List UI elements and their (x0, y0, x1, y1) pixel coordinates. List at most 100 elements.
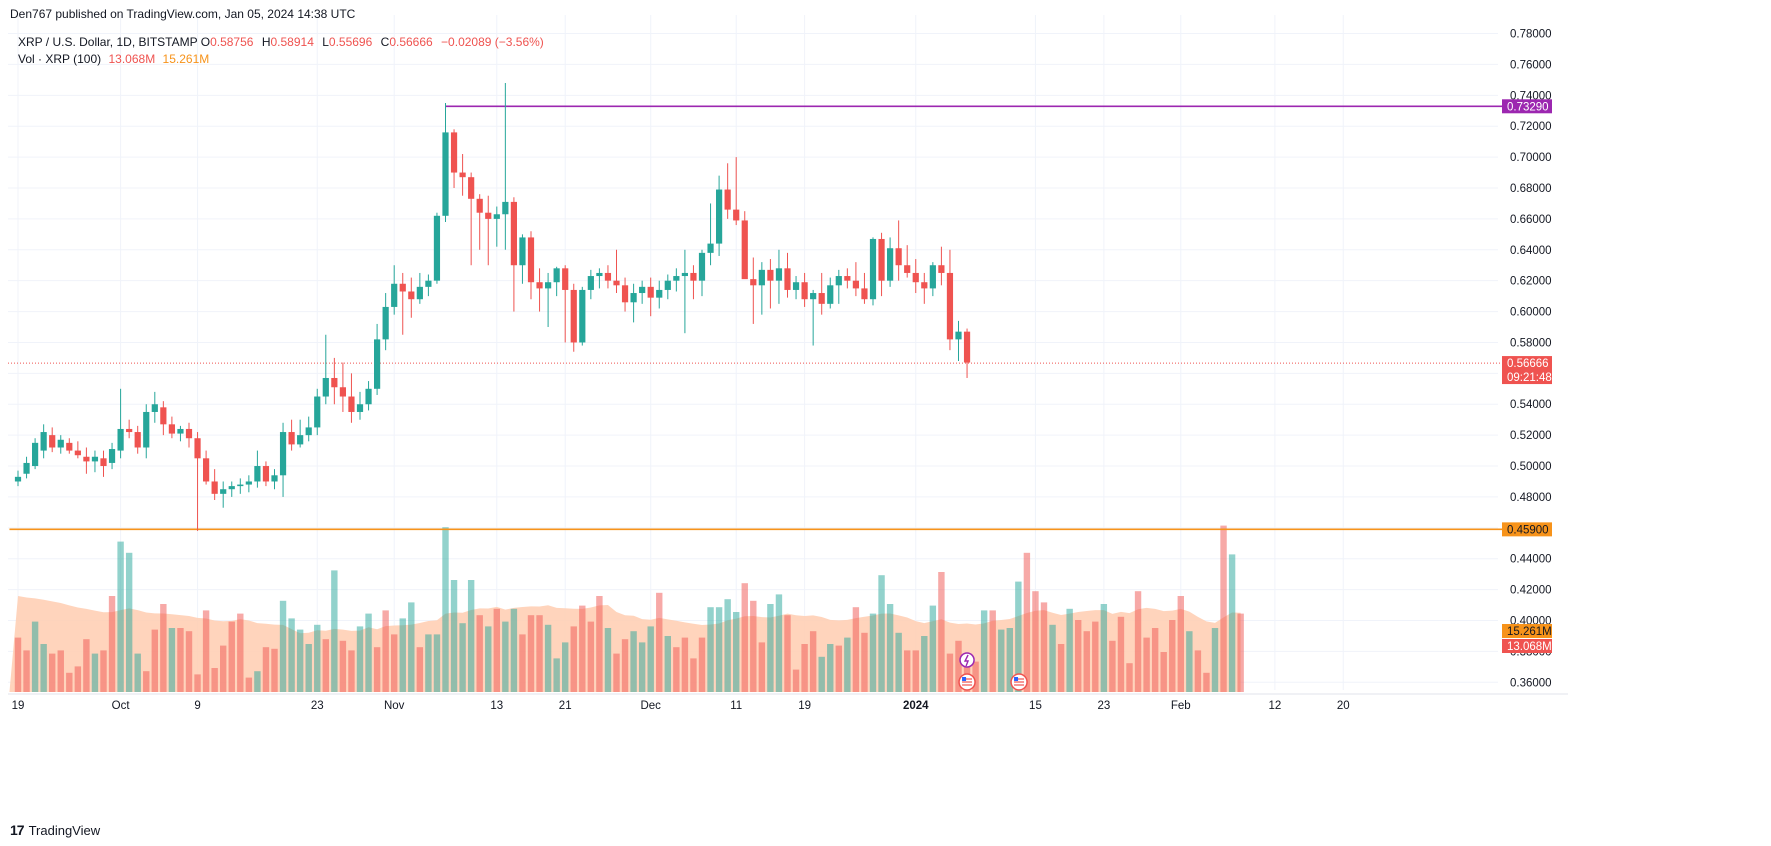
candle (185, 422, 193, 448)
candle-body (929, 265, 936, 289)
volume-bar (852, 607, 860, 692)
candle (32, 438, 39, 470)
candle-body (818, 293, 825, 304)
time-tick-label: Nov (384, 700, 405, 712)
candle (673, 268, 680, 292)
candle-body (126, 428, 133, 433)
candle-body (895, 248, 902, 266)
candle (305, 416, 312, 442)
candle (126, 419, 133, 439)
volume-bar (733, 612, 740, 692)
volume-legend: Vol · XRP (100) 13.068M 15.261M (18, 52, 209, 66)
candle-body (861, 288, 868, 300)
candle (716, 175, 723, 256)
candle-body (707, 243, 714, 253)
candle (775, 249, 783, 304)
candle-body (23, 462, 30, 474)
candle-body (621, 285, 629, 303)
candle-body (502, 201, 509, 215)
candle-body (613, 280, 620, 286)
candle (750, 257, 757, 324)
volume-bar (408, 602, 415, 692)
candle-body (724, 189, 731, 210)
candle (177, 425, 184, 442)
candle (485, 195, 492, 266)
ohlc-legend: XRP / U.S. Dollar, 1D, BITSTAMP O0.58756… (18, 35, 549, 49)
volume-bar (878, 575, 885, 692)
volume-bar (698, 637, 706, 692)
candle-body (450, 132, 458, 173)
volume-bar (536, 615, 543, 692)
candle (433, 212, 441, 284)
candle-body (767, 269, 774, 281)
candle-body (912, 272, 919, 283)
volume-bar (185, 631, 193, 692)
volume-bar (656, 592, 663, 692)
symbol-label[interactable]: XRP / U.S. Dollar, 1D, BITSTAMP (18, 35, 198, 49)
close-value: 0.56666 (389, 35, 433, 49)
candle (604, 265, 612, 289)
flag-canton (962, 677, 967, 681)
time-tick-label: 21 (559, 700, 572, 712)
candle (690, 265, 697, 300)
candle-body (245, 481, 252, 485)
candle-body (938, 265, 945, 273)
candle-body (348, 396, 355, 412)
volume-ma-tag-bg (1502, 624, 1552, 638)
candle (767, 259, 774, 309)
candle-body (604, 272, 612, 281)
candle (228, 481, 235, 497)
candle-body (305, 427, 312, 436)
volume-bar (177, 628, 184, 692)
candle-body (955, 331, 962, 340)
volume-bar (929, 605, 937, 692)
volume-bar (869, 613, 877, 692)
volume-bar (100, 650, 107, 692)
candle-body (690, 272, 697, 281)
volume-bars (14, 525, 1244, 692)
time-tick-label: 23 (311, 700, 324, 712)
candle-body (476, 198, 483, 213)
tradingview-brand[interactable]: 17 TradingView (10, 822, 100, 838)
candle-body (596, 272, 603, 277)
price-tick-label: 0.70000 (1510, 152, 1552, 164)
volume-bar (194, 674, 201, 692)
price-tick-label: 0.68000 (1510, 183, 1552, 195)
volume-ma-tag-text: 15.261M (1507, 626, 1552, 638)
lightning-bolt-icon (963, 654, 970, 667)
volume-bar (1151, 628, 1159, 692)
candle (168, 416, 175, 439)
candle (100, 450, 107, 477)
candle (698, 249, 706, 297)
us-flag-icon (1010, 673, 1028, 691)
candle (365, 381, 372, 411)
volume-label[interactable]: Vol · XRP (100) (18, 52, 102, 66)
current-price-tag: 0.56666 09:21:48 (1502, 356, 1552, 385)
us-flag-icon (958, 673, 976, 691)
candle-body (946, 272, 954, 340)
candle-body (784, 268, 791, 290)
volume-bar (356, 626, 364, 692)
candle (519, 234, 526, 284)
volume-bar (49, 653, 56, 692)
candle (83, 447, 90, 474)
candle-body (399, 283, 406, 292)
volume-bar (365, 613, 372, 692)
volume-bar (989, 610, 996, 692)
volume-bar (681, 637, 689, 692)
candle (929, 262, 936, 297)
volume-bar (433, 634, 441, 692)
volume-bar (373, 647, 381, 692)
low-key: L (322, 35, 329, 49)
candle (587, 269, 594, 300)
candle (314, 388, 321, 436)
volume-bar (844, 637, 851, 692)
candle-body (160, 407, 167, 425)
candle-body (852, 280, 859, 289)
candle-body (921, 282, 928, 289)
volume-bar (134, 653, 141, 692)
candle-body (656, 289, 663, 298)
candle-body (681, 272, 688, 277)
tradingview-logo-icon: 17 (10, 822, 25, 838)
